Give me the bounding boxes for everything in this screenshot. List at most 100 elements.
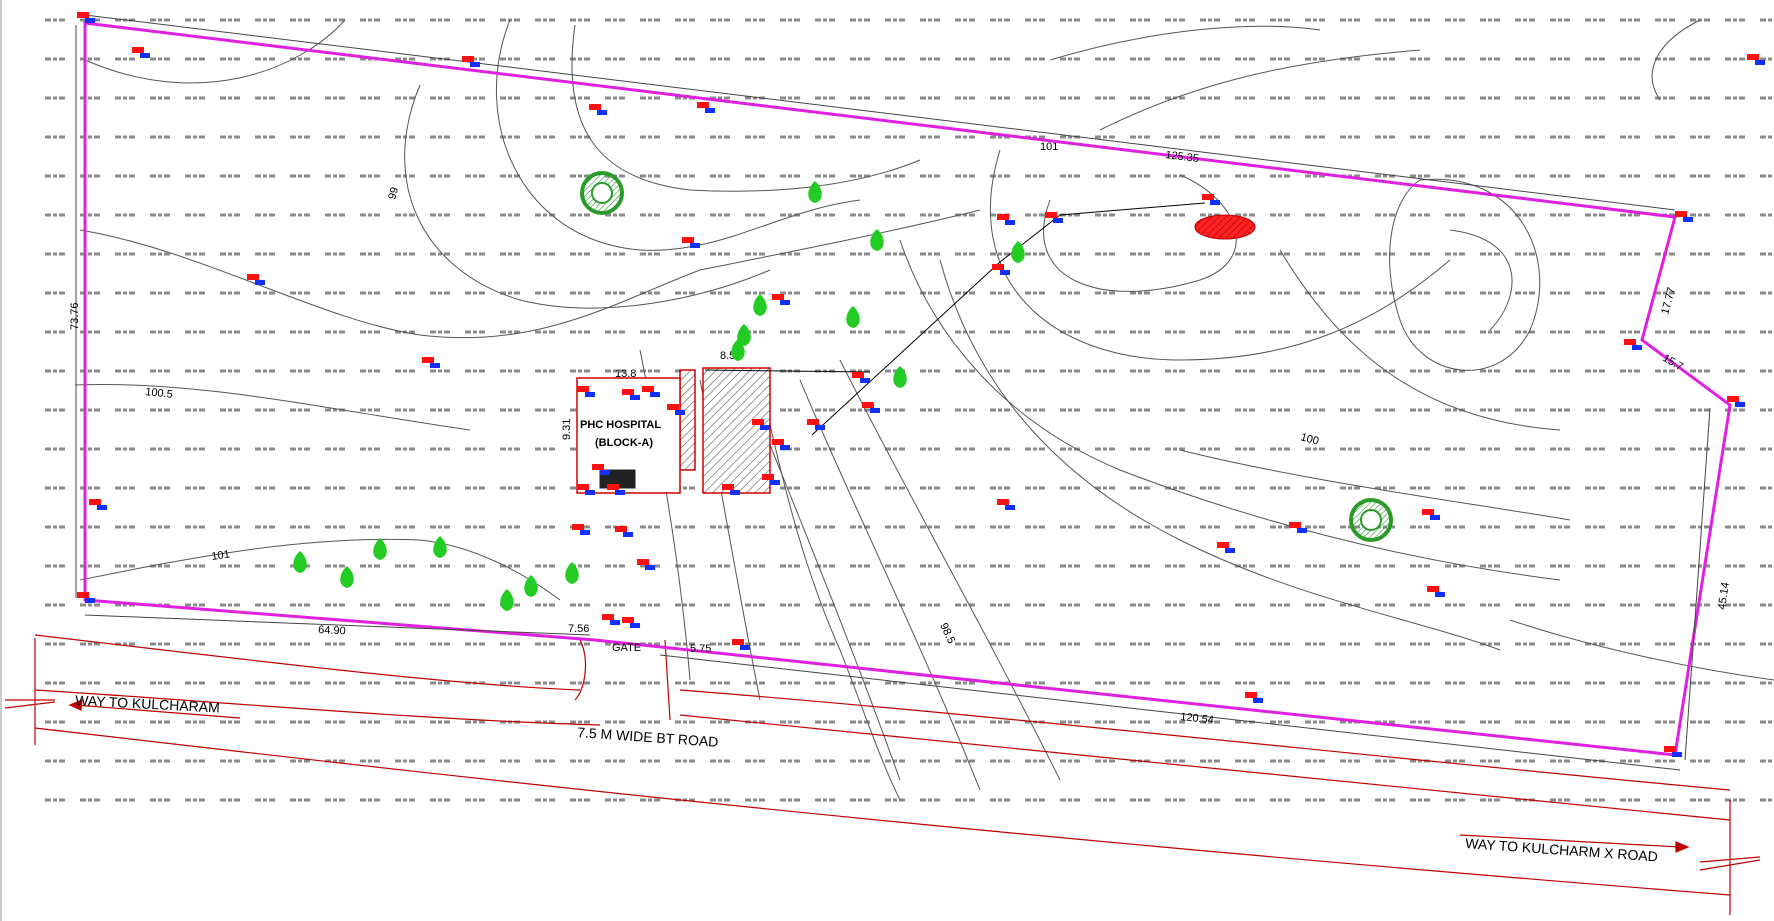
contour-label: 101 bbox=[1040, 141, 1058, 153]
label-gate: GATE bbox=[612, 642, 641, 654]
survey-point-icon bbox=[132, 47, 144, 53]
road-edge bbox=[34, 634, 581, 691]
contour-line bbox=[1099, 49, 1421, 131]
trees bbox=[293, 181, 1025, 611]
survey-point-tag bbox=[580, 530, 590, 535]
contour-line bbox=[1651, 19, 1701, 101]
survey-point-tag bbox=[597, 110, 607, 115]
survey-point-icon bbox=[577, 386, 589, 392]
contour-line bbox=[84, 19, 346, 84]
service-line bbox=[704, 369, 871, 373]
survey-point-icon bbox=[77, 592, 89, 598]
survey-point-icon bbox=[772, 439, 784, 445]
dim-bottom-right: 120.54 bbox=[1180, 711, 1215, 726]
survey-point-tag bbox=[630, 623, 640, 628]
arrow-left bbox=[74, 704, 241, 719]
gate-drive bbox=[574, 639, 586, 701]
survey-point-tag bbox=[1000, 270, 1010, 275]
survey-point-tag bbox=[1755, 60, 1765, 65]
survey-point-icon bbox=[1664, 746, 1676, 752]
phc-hospital-building: PHC HOSPITAL (BLOCK-A) bbox=[576, 202, 1206, 494]
tree-icon bbox=[731, 339, 745, 361]
survey-point-icon bbox=[602, 614, 614, 620]
survey-point-icon bbox=[772, 294, 784, 300]
contour-line bbox=[79, 538, 561, 601]
tree-icon bbox=[870, 229, 884, 251]
survey-point-icon bbox=[1747, 54, 1759, 60]
contour-line bbox=[1049, 25, 1321, 61]
survey-point-tag bbox=[780, 300, 790, 305]
road-end-mark bbox=[4, 699, 56, 709]
tree-icon bbox=[293, 551, 307, 573]
survey-point-tag bbox=[1435, 592, 1445, 597]
survey-point-icon bbox=[1427, 586, 1439, 592]
survey-point-icon bbox=[997, 214, 1009, 220]
survey-point-tag bbox=[610, 620, 620, 625]
survey-point-tag bbox=[585, 490, 595, 495]
tree-icon bbox=[808, 181, 822, 203]
survey-point-tag bbox=[97, 505, 107, 510]
building-hatch-left bbox=[679, 369, 696, 471]
tree-icon bbox=[524, 575, 538, 597]
survey-point-icon bbox=[682, 237, 694, 243]
survey-point-tag bbox=[760, 425, 770, 430]
survey-point-icon bbox=[607, 484, 619, 490]
dim-building-side: 9.31 bbox=[561, 419, 573, 440]
survey-point-icon bbox=[762, 474, 774, 480]
survey-point-icon bbox=[642, 386, 654, 392]
survey-point-icon bbox=[862, 402, 874, 408]
survey-point-icon bbox=[247, 274, 259, 280]
survey-point-tag bbox=[85, 18, 95, 23]
survey-point-tag bbox=[675, 410, 685, 415]
survey-point-tag bbox=[1005, 220, 1015, 225]
survey-point-icon bbox=[1045, 212, 1057, 218]
survey-point-tag bbox=[780, 445, 790, 450]
contour-label: 100 bbox=[1299, 431, 1320, 447]
survey-point-tag bbox=[85, 598, 95, 603]
survey-point-icon bbox=[462, 56, 474, 62]
tree-icon bbox=[500, 589, 514, 611]
survey-point-icon bbox=[1217, 542, 1229, 548]
contour-line bbox=[79, 209, 981, 339]
tree-icon bbox=[373, 538, 387, 560]
survey-point-tag bbox=[1005, 505, 1015, 510]
gate-drive bbox=[664, 639, 671, 721]
survey-point-icon bbox=[1727, 396, 1739, 402]
survey-point-tag bbox=[1632, 345, 1642, 350]
survey-point-tag bbox=[690, 243, 700, 248]
arrow-right-head bbox=[1675, 841, 1690, 853]
survey-point-tag bbox=[1297, 528, 1307, 533]
survey-point-icon bbox=[622, 617, 634, 623]
survey-point-icon bbox=[637, 559, 649, 565]
dim-top: 125.35 bbox=[1165, 149, 1200, 165]
survey-point-tag bbox=[1672, 752, 1682, 757]
survey-point-tag bbox=[650, 392, 660, 397]
contour-line bbox=[496, 19, 861, 251]
tree-icon bbox=[433, 536, 447, 558]
survey-point-icon bbox=[807, 419, 819, 425]
survey-point-tag bbox=[255, 280, 265, 285]
road-end-mark bbox=[1699, 856, 1761, 871]
dim-gate-left: 7.56 bbox=[568, 623, 589, 635]
building-label-line1: PHC HOSPITAL bbox=[580, 419, 661, 431]
dim-line-top bbox=[84, 14, 1676, 211]
label-way-left: WAY TO KULCHARAM bbox=[75, 692, 220, 716]
tree-icon bbox=[1011, 241, 1025, 263]
survey-point-tag bbox=[470, 62, 480, 67]
tree-icon bbox=[737, 324, 751, 346]
survey-point-tag bbox=[623, 532, 633, 537]
dim-gate-right: 5.75 bbox=[690, 643, 711, 655]
tree-icon bbox=[753, 294, 767, 316]
contour-line bbox=[404, 84, 771, 309]
contour-label: 99 bbox=[386, 186, 401, 201]
building-label-line2: (BLOCK-A) bbox=[595, 437, 653, 449]
contour-line bbox=[939, 259, 1501, 651]
survey-point-tag bbox=[770, 480, 780, 485]
survey-point-icon bbox=[592, 464, 604, 470]
survey-point-icon bbox=[732, 639, 744, 645]
survey-point-icon bbox=[77, 12, 89, 18]
survey-point-icon bbox=[852, 372, 864, 378]
dim-line-right bbox=[1684, 407, 1711, 761]
